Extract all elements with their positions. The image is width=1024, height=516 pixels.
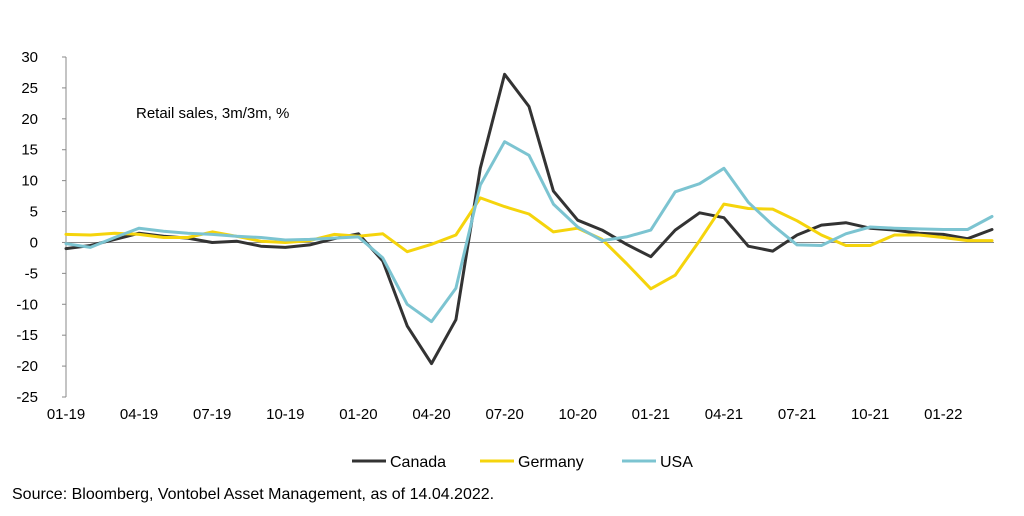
series-line-germany xyxy=(64,196,994,291)
y-tick-label: 25 xyxy=(21,80,38,97)
y-axis: 30 25 20 15 10 5 0 -5 -10 -15 -20 -25 xyxy=(16,49,67,406)
x-tick-label: 07-20 xyxy=(485,406,523,423)
legend: Canada Germany USA xyxy=(352,454,693,471)
chart-annotation: Retail sales, 3m/3m, % xyxy=(136,105,289,122)
x-tick-label: 01-21 xyxy=(632,406,670,423)
x-tick-label: 01-19 xyxy=(47,406,85,423)
series-line-canada xyxy=(64,72,994,366)
x-tick-label: 04-21 xyxy=(705,406,743,423)
source-note: Source: Bloomberg, Vontobel Asset Manage… xyxy=(12,486,495,503)
y-tick-label: -25 xyxy=(16,389,38,406)
legend-label-canada: Canada xyxy=(390,454,446,471)
y-tick-label: 5 xyxy=(30,204,38,221)
x-tick-label: 10-21 xyxy=(851,406,889,423)
x-tick-label: 04-19 xyxy=(120,406,158,423)
y-tick-label: 15 xyxy=(21,142,38,159)
x-tick-label: 01-22 xyxy=(924,406,962,423)
y-tick-label: -10 xyxy=(16,296,38,313)
y-tick-label: -20 xyxy=(16,358,38,375)
x-tick-label: 10-20 xyxy=(559,406,597,423)
x-tick-label: 07-21 xyxy=(778,406,816,423)
x-tick-label: 10-19 xyxy=(266,406,304,423)
x-tick-label: 01-20 xyxy=(339,406,377,423)
x-tick-label: 07-19 xyxy=(193,406,231,423)
retail-sales-chart: 30 25 20 15 10 5 0 -5 -10 -15 -20 -25 01-19 04-19 07-… xyxy=(16,49,994,471)
legend-label-germany: Germany xyxy=(518,454,584,471)
x-tick-label: 04-20 xyxy=(412,406,450,423)
y-tick-label: 10 xyxy=(21,173,38,190)
y-tick-label: -15 xyxy=(16,327,38,344)
series-line-usa xyxy=(64,140,994,324)
y-tick-label: 20 xyxy=(21,111,38,128)
x-axis: 01-19 04-19 07-19 10-19 01-20 04-20 07-20 10-20… xyxy=(47,241,994,423)
y-tick-label: -5 xyxy=(25,265,38,282)
y-tick-label: 30 xyxy=(21,49,38,66)
series-lines xyxy=(64,72,994,366)
y-tick-label: 0 xyxy=(30,234,38,251)
legend-label-usa: USA xyxy=(660,454,693,471)
